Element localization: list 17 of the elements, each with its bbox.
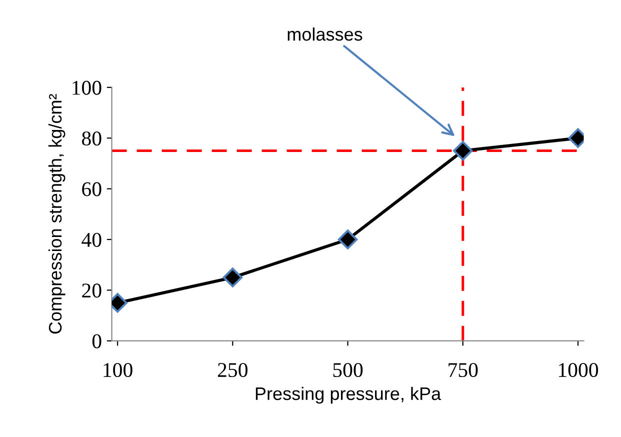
- y-tick-label: 60: [82, 182, 102, 196]
- y-tick-label: 100: [72, 80, 102, 95]
- x-axis-title: Pressing pressure, kPa: [256, 386, 442, 404]
- text: molasses: [288, 27, 362, 41]
- point: [452, 140, 473, 161]
- y-axis-title: Compression strength, kg/cm²: [48, 94, 66, 334]
- y-tick-label: 40: [82, 232, 102, 247]
- point: [222, 268, 243, 288]
- y-tick-label: 0: [92, 334, 102, 348]
- y-tick-label: 20: [82, 284, 102, 298]
- x-tick-label: 100: [104, 362, 132, 378]
- y-tick-label: 80: [82, 131, 102, 146]
- x-tick-label: 500: [333, 362, 363, 378]
- x-tick-label: 1000: [558, 362, 598, 378]
- x-tick-label: 250: [218, 362, 248, 378]
- point: [338, 230, 358, 250]
- x-tick-label: 750: [448, 362, 478, 378]
